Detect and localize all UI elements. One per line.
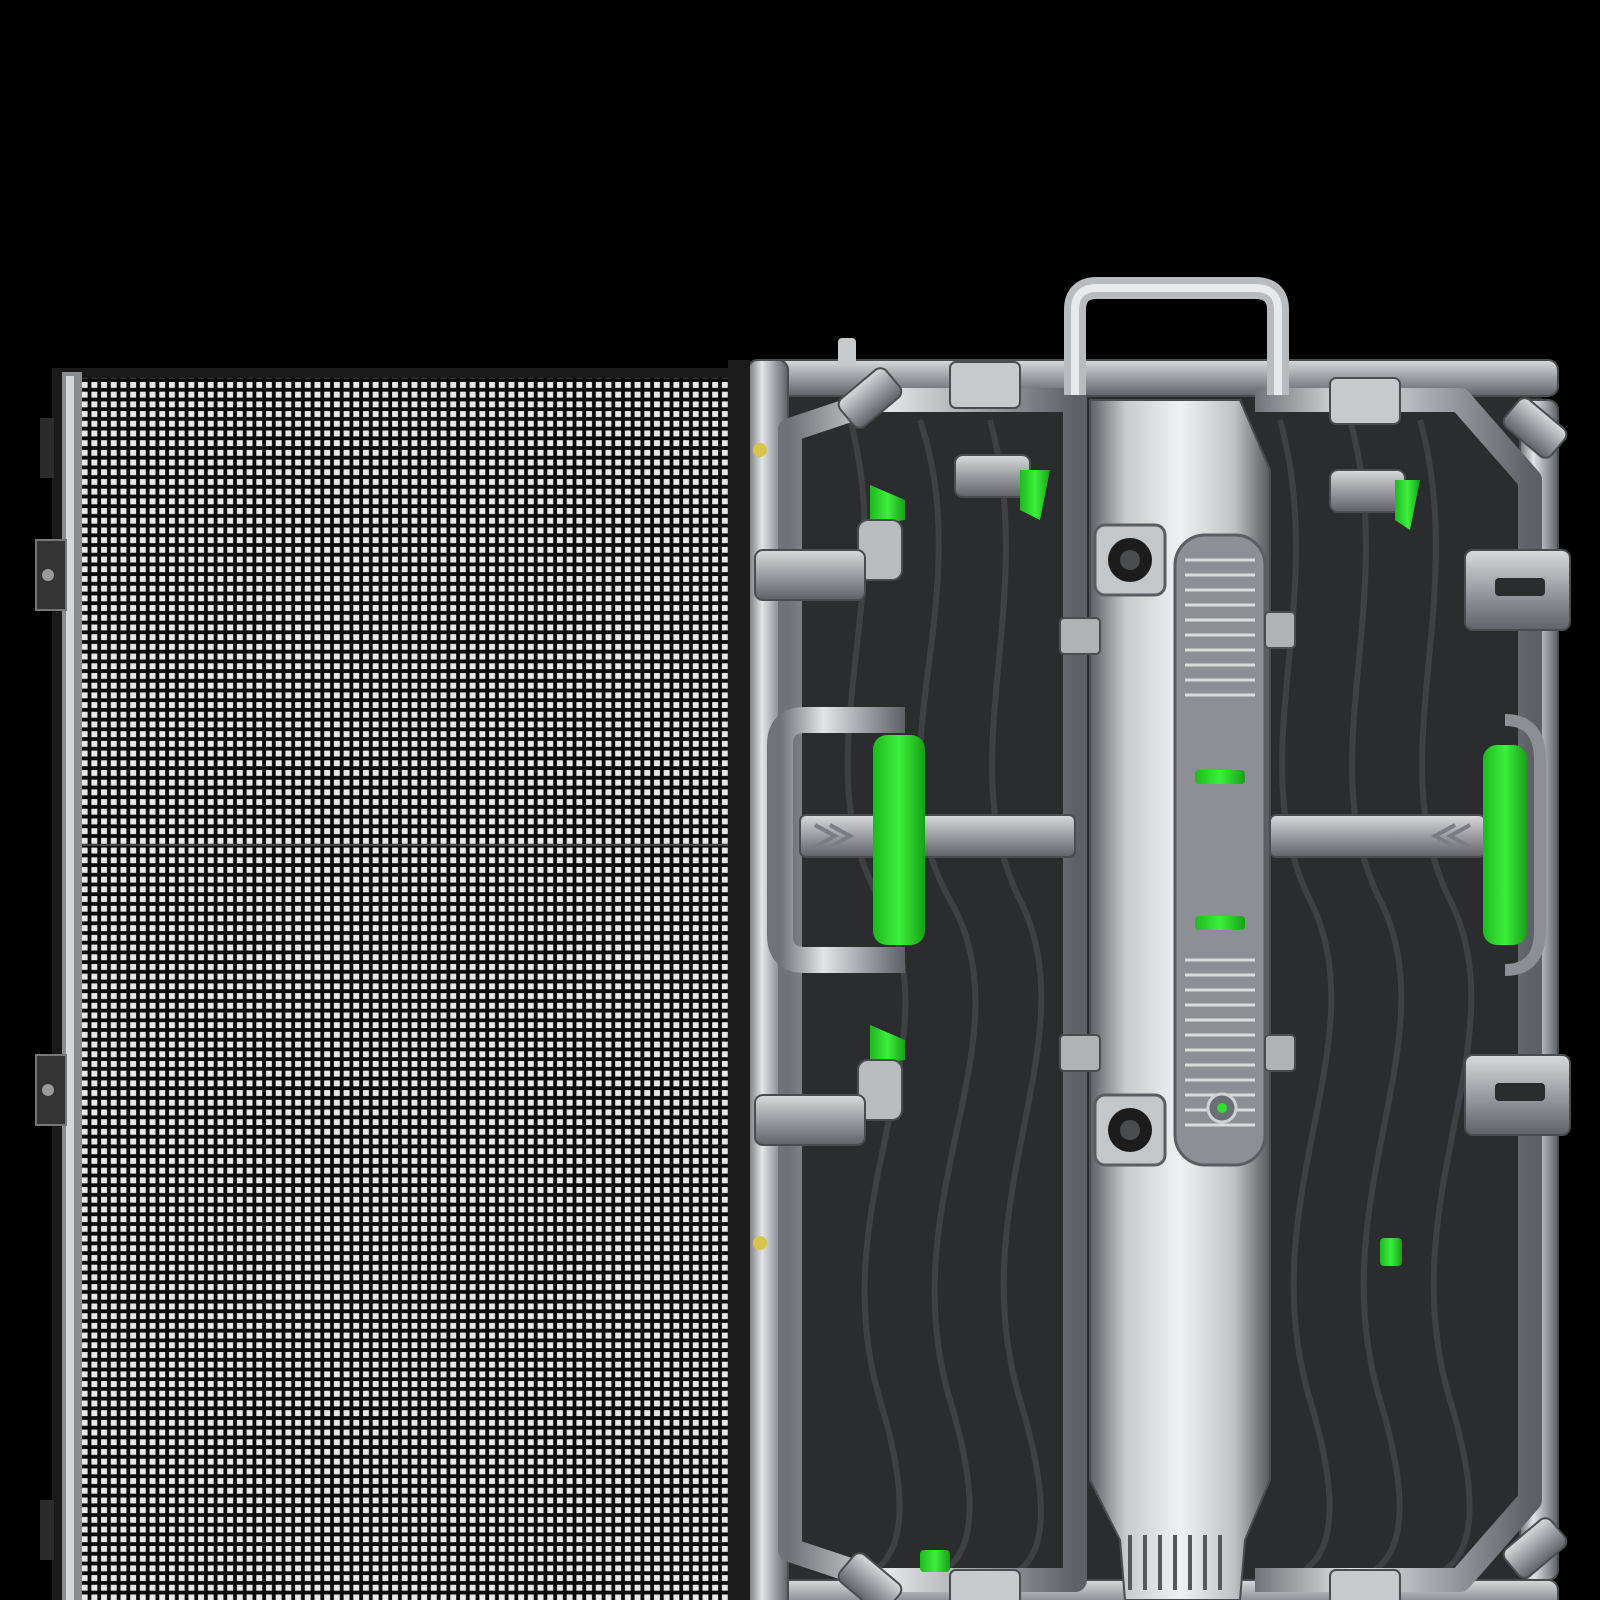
back-panel-ribs	[844, 419, 1475, 1593]
screw-cap	[753, 1236, 767, 1250]
cabinet-back	[728, 277, 1571, 1600]
led-matrix	[82, 378, 732, 1600]
grip-icon[interactable]	[767, 707, 925, 973]
side-lock-bottom[interactable]	[1464, 1054, 1571, 1136]
latch-icon[interactable]	[857, 1025, 905, 1121]
handle-icon[interactable]	[1064, 277, 1289, 395]
led-front-panel	[35, 368, 732, 1600]
spine-vent	[1128, 1535, 1222, 1590]
spine-indicator-bottom	[1195, 916, 1245, 930]
cabinet-front-edge	[728, 360, 750, 1600]
spine-indicator-top	[1195, 770, 1245, 784]
frame-clips	[949, 361, 1401, 1600]
connector-icon[interactable]	[1093, 1093, 1167, 1167]
latch-icon[interactable]	[920, 1238, 1402, 1572]
left-clamp-top	[35, 539, 67, 611]
spine-grille	[1173, 533, 1267, 1167]
connector-icon[interactable]	[1093, 523, 1167, 597]
spine-clips	[1059, 611, 1296, 1072]
corner-blocks	[837, 367, 1568, 1600]
latch-icon[interactable]	[954, 454, 1050, 520]
latch-icon[interactable]	[1329, 469, 1420, 530]
left-clamp-bottom	[35, 1054, 67, 1126]
left-bracket-top	[754, 549, 866, 1146]
top-pin	[838, 338, 856, 366]
side-lock-top[interactable]	[1464, 549, 1571, 631]
grip-icon[interactable]	[1483, 714, 1546, 976]
right-inner-rail	[1255, 388, 1542, 1592]
left-cross-bar	[799, 814, 1076, 858]
screw-cap	[753, 443, 767, 457]
